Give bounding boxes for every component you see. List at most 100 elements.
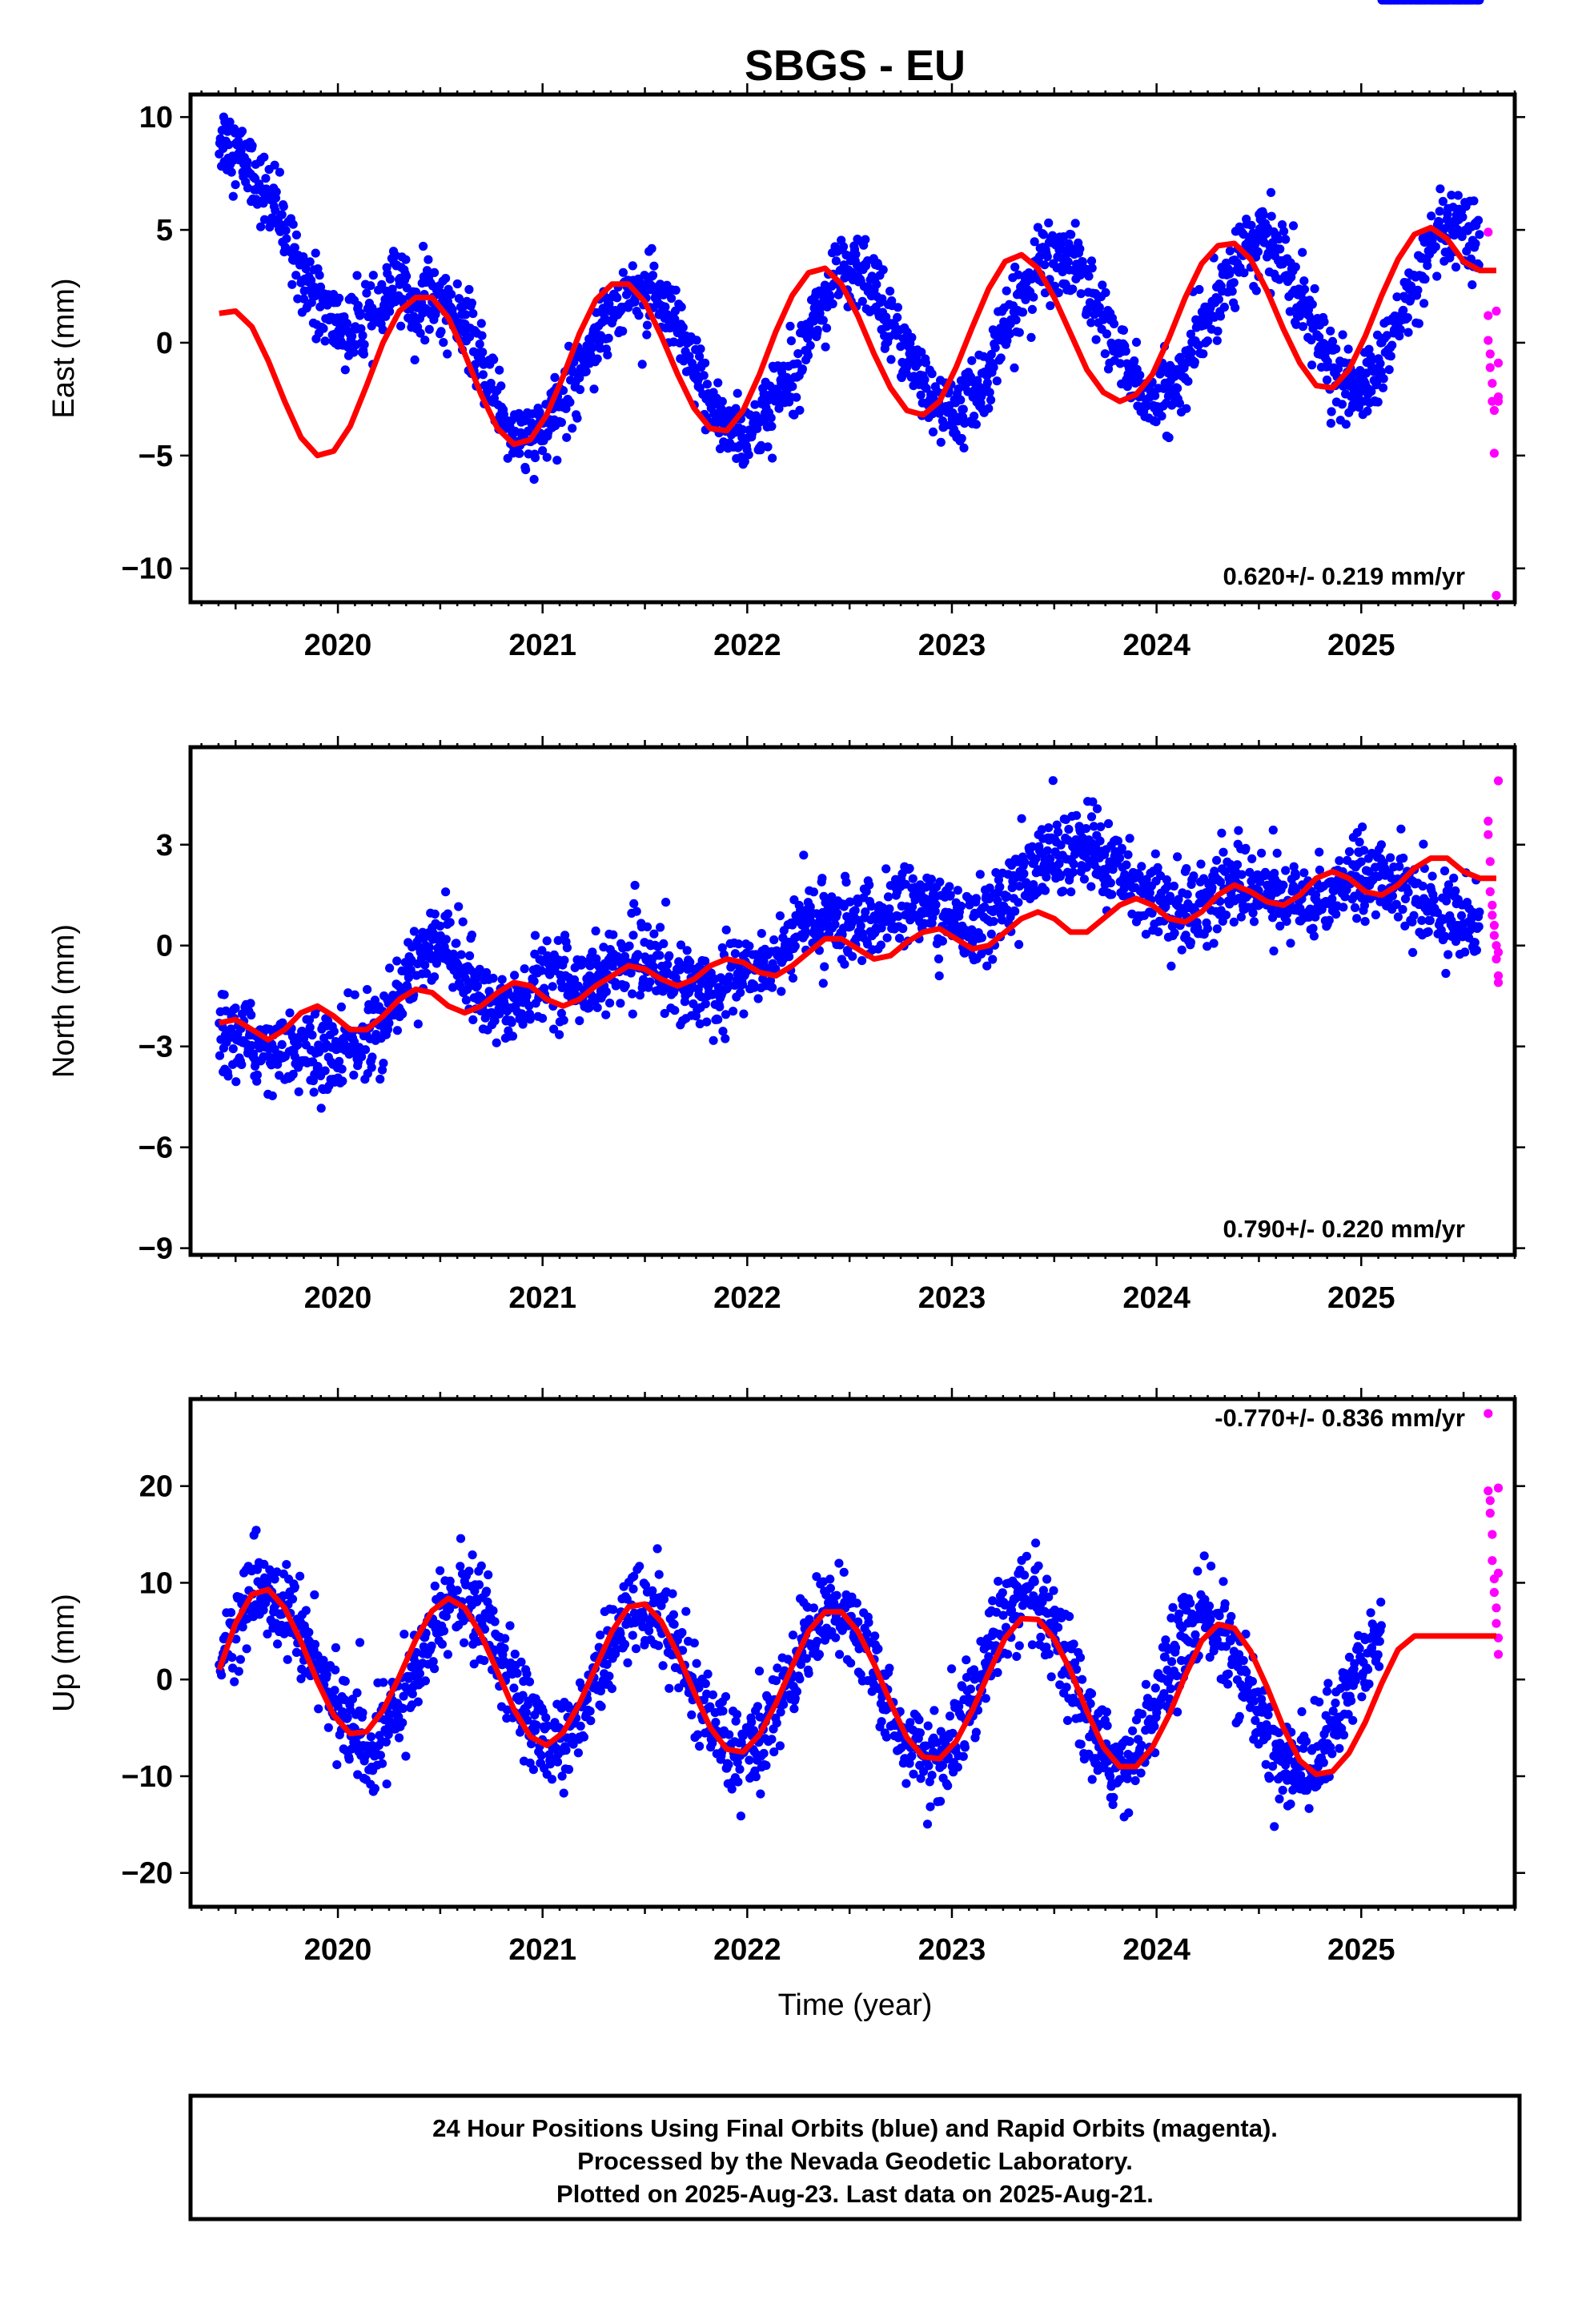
east-final-point — [311, 248, 320, 258]
north-rapid-point — [1488, 900, 1497, 910]
north-final-point — [701, 999, 710, 1009]
east-final-point — [667, 293, 677, 304]
north-final-point — [971, 894, 981, 903]
east-final-point — [1115, 359, 1125, 368]
up-final-point — [436, 1566, 445, 1575]
east-final-point — [352, 271, 362, 280]
up-xtick-label: 2023 — [918, 1933, 986, 1967]
north-final-point — [1212, 924, 1222, 934]
east-final-point — [515, 448, 524, 458]
east-final-point — [1002, 286, 1011, 296]
east-final-point — [838, 242, 849, 251]
east-final-point — [530, 453, 540, 463]
east-rapid-point — [1484, 227, 1493, 237]
north-final-point — [739, 1009, 749, 1019]
north-final-point — [1072, 810, 1082, 820]
north-final-point — [1257, 848, 1267, 858]
east-final-point — [1326, 419, 1335, 428]
east-final-point — [436, 327, 446, 336]
north-final-point — [1186, 938, 1195, 947]
east-final-point — [1307, 300, 1317, 309]
north-final-point — [938, 936, 947, 946]
up-xtick-label: 2025 — [1327, 1933, 1395, 1967]
east-final-point — [1046, 301, 1055, 311]
east-final-point — [237, 127, 247, 136]
north-final-point — [1475, 907, 1484, 917]
east-final-point — [695, 352, 705, 361]
east-final-point — [1473, 215, 1484, 225]
east-final-point — [985, 388, 994, 397]
east-final-point — [1373, 397, 1383, 407]
north-final-point — [757, 929, 766, 939]
east-final-point — [1214, 295, 1223, 304]
north-final-point — [1229, 917, 1239, 927]
east-final-point — [1299, 284, 1310, 294]
north-final-point — [1324, 915, 1334, 925]
east-final-point — [702, 380, 713, 389]
north-final-point — [1398, 905, 1407, 915]
east-final-point — [1382, 331, 1391, 340]
east-final-point — [713, 378, 723, 388]
north-final-point — [769, 935, 779, 945]
north-final-point — [1010, 907, 1020, 916]
east-final-point — [1253, 247, 1263, 256]
north-final-point — [1096, 822, 1106, 831]
north-final-point — [626, 968, 636, 978]
north-final-point — [1249, 917, 1259, 927]
east-final-point — [1174, 399, 1184, 408]
north-final-point — [510, 971, 520, 980]
north-xtick-label: 2025 — [1327, 1281, 1395, 1315]
north-final-point — [1352, 914, 1362, 923]
east-rapid-point — [1493, 396, 1504, 406]
east-final-point — [699, 371, 709, 380]
east-final-point — [717, 404, 727, 414]
east-final-point — [1118, 325, 1128, 335]
up-ytick-label: −10 — [122, 1760, 173, 1794]
north-ytick-label: −6 — [139, 1132, 173, 1165]
east-final-point — [227, 167, 236, 177]
east-final-point — [247, 141, 257, 151]
up-final-point — [456, 1534, 466, 1543]
east-final-point — [936, 437, 946, 447]
north-final-point — [1106, 878, 1115, 888]
east-final-point — [1215, 312, 1226, 321]
north-final-point — [1150, 849, 1160, 858]
north-final-point — [363, 985, 372, 995]
east-final-point — [335, 293, 344, 303]
up-final-point — [482, 1586, 492, 1596]
north-final-point — [1299, 868, 1309, 878]
north-final-point — [1403, 887, 1413, 897]
north-final-point — [360, 1045, 371, 1055]
north-final-point — [285, 1008, 295, 1018]
east-final-point — [1054, 288, 1063, 298]
east-final-point — [529, 475, 539, 485]
north-final-point — [1286, 939, 1295, 948]
east-final-point — [1227, 287, 1237, 296]
north-xtick-label: 2023 — [918, 1281, 986, 1315]
north-final-point — [288, 1069, 298, 1080]
up-final-point — [437, 1639, 448, 1649]
east-ytick-label: 0 — [156, 327, 173, 360]
north-final-point — [882, 933, 892, 943]
north-final-point — [277, 1039, 287, 1049]
east-final-point — [454, 294, 464, 304]
east-final-point — [452, 279, 462, 289]
north-final-point — [575, 1016, 584, 1026]
north-rapid-point — [1493, 947, 1504, 957]
up-final-point — [314, 1704, 323, 1714]
north-final-point — [237, 1059, 247, 1069]
east-rapid-point — [1484, 311, 1493, 320]
east-final-point — [857, 296, 867, 306]
east-final-point — [803, 351, 813, 360]
east-final-point — [701, 358, 710, 368]
east-final-point — [1267, 211, 1276, 221]
east-final-point — [1378, 383, 1388, 392]
east-final-point — [1098, 280, 1107, 290]
north-final-point — [1189, 871, 1199, 881]
north-final-point — [809, 887, 819, 897]
north-final-point — [468, 1015, 478, 1024]
north-final-point — [1092, 804, 1102, 814]
east-final-point — [1044, 218, 1054, 227]
north-final-point — [559, 1015, 568, 1025]
north-final-point — [715, 1002, 725, 1011]
